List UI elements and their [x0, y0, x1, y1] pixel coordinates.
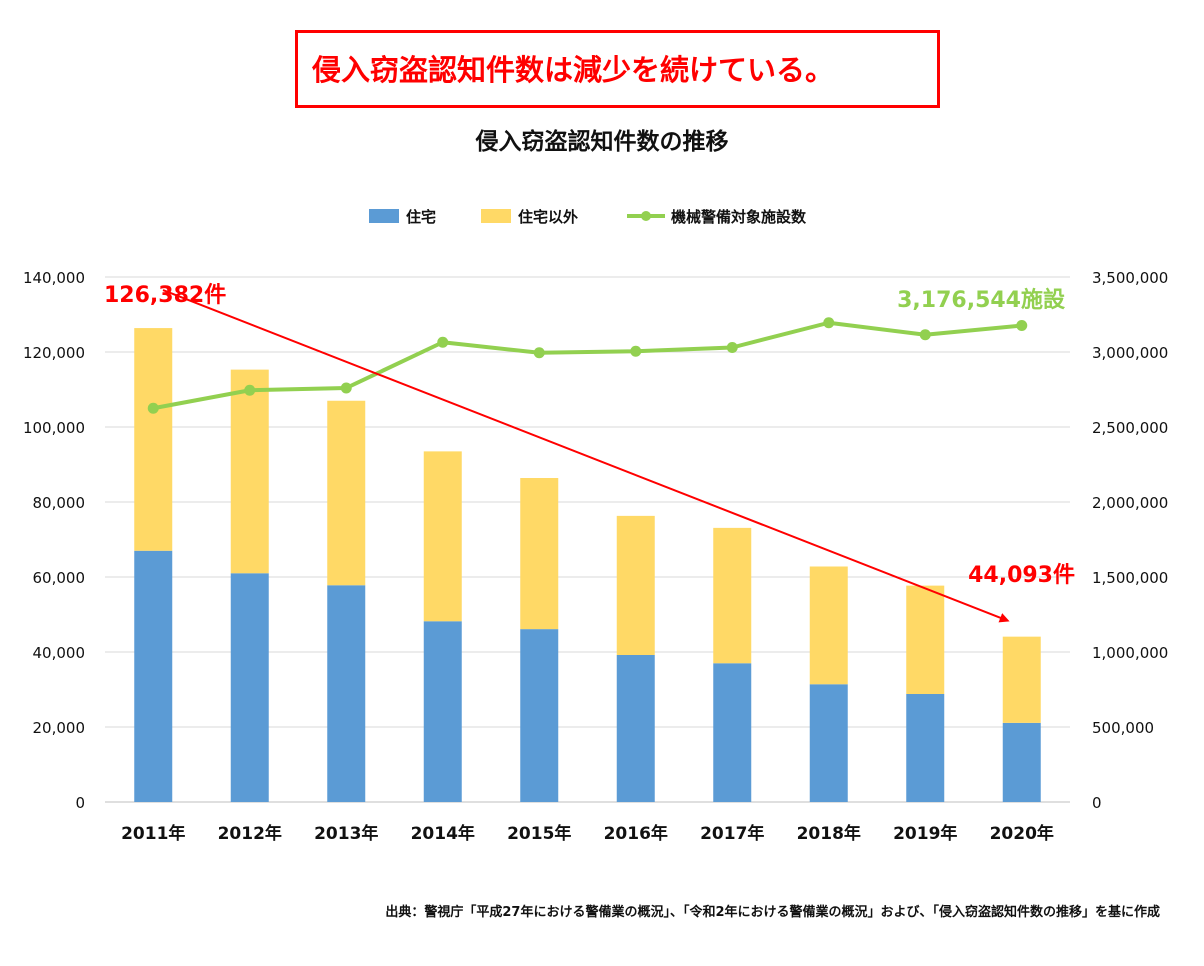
legend-label-non-residential: 住宅以外	[518, 208, 578, 226]
category-label: 2019年	[893, 823, 957, 844]
bar-residential	[713, 663, 752, 802]
bar-non-residential	[713, 527, 752, 664]
source-note: 出典：警視庁「平成27年における警備業の概況」、「令和2年における警備業の概況」…	[385, 905, 1160, 920]
bar-residential	[423, 621, 462, 802]
bar-non-residential	[520, 478, 559, 630]
bar-non-residential	[1002, 636, 1041, 723]
facilities-latest-annotation: 3,176,544施設	[897, 287, 1066, 313]
trend-arrow	[162, 289, 1010, 623]
right-axis-tick-label: 2,000,000	[1092, 494, 1168, 512]
start-total-annotation: 126,382件	[104, 283, 226, 308]
left-axis-tick-label: 80,000	[33, 494, 86, 512]
bar-residential	[1002, 722, 1041, 802]
bar-non-residential	[616, 515, 655, 655]
bar-residential	[520, 629, 559, 802]
right-axis-tick-label: 3,000,000	[1092, 344, 1168, 362]
category-label: 2018年	[797, 823, 861, 844]
legend-swatch-non-residential	[481, 209, 511, 223]
right-axis-tick-label: 2,500,000	[1092, 419, 1168, 437]
bar-non-residential	[327, 400, 366, 586]
right-axis-tick-label: 3,500,000	[1092, 269, 1168, 287]
facilities-point	[630, 345, 642, 357]
facilities-line	[152, 320, 1022, 411]
legend-label-facilities: 機械警備対象施設数	[671, 208, 807, 226]
bar-non-residential	[809, 566, 848, 685]
right-axis-tick-label: 500,000	[1092, 719, 1154, 737]
bar-non-residential	[423, 451, 462, 622]
legend-label-residential: 住宅	[406, 208, 436, 226]
bar-residential	[906, 694, 945, 802]
facilities-point	[1016, 320, 1028, 332]
headline-text: 侵入窃盗認知件数は減少を続けている。	[312, 53, 835, 87]
category-label: 2020年	[990, 823, 1054, 844]
category-label: 2016年	[604, 823, 668, 844]
category-label: 2012年	[218, 823, 282, 844]
category-label: 2015年	[507, 823, 571, 844]
left-axis-tick-label: 20,000	[33, 719, 86, 737]
left-axis-tick-label: 40,000	[33, 644, 86, 662]
bar-residential	[616, 655, 655, 802]
left-axis-tick-label: 0	[75, 794, 85, 812]
facilities-point	[823, 317, 835, 329]
left-axis-tick-label: 140,000	[23, 269, 85, 287]
bar-non-residential	[906, 585, 945, 694]
facilities-point	[919, 329, 931, 341]
end-total-annotation: 44,093件	[968, 563, 1075, 588]
facilities-point	[533, 347, 545, 359]
facilities-point	[726, 342, 738, 353]
bar-non-residential	[134, 328, 173, 551]
bar-non-residential	[230, 369, 269, 574]
category-label: 2011年	[121, 823, 185, 844]
category-label: 2014年	[411, 823, 475, 844]
left-axis-tick-label: 60,000	[33, 569, 86, 587]
facilities-point	[244, 384, 256, 396]
left-axis-tick-label: 120,000	[23, 344, 85, 362]
facilities-point	[340, 382, 352, 394]
facilities-point	[147, 402, 159, 414]
category-label: 2013年	[314, 823, 378, 844]
chart-title: 侵入窃盗認知件数の推移	[475, 129, 729, 155]
legend-swatch-residential	[369, 209, 399, 223]
right-axis-tick-label: 1,500,000	[1092, 569, 1168, 587]
left-axis-tick-label: 100,000	[23, 419, 85, 437]
facilities-point	[437, 336, 449, 348]
bar-residential	[809, 684, 848, 802]
right-axis-tick-label: 0	[1092, 794, 1102, 812]
headline-box: 侵入窃盗認知件数は減少を続けている。	[295, 30, 940, 108]
bar-residential	[134, 550, 173, 802]
bar-residential	[327, 585, 366, 802]
bar-residential	[230, 573, 269, 802]
legend-marker-facilities	[641, 211, 651, 221]
right-axis-tick-label: 1,000,000	[1092, 644, 1168, 662]
category-label: 2017年	[700, 823, 764, 844]
